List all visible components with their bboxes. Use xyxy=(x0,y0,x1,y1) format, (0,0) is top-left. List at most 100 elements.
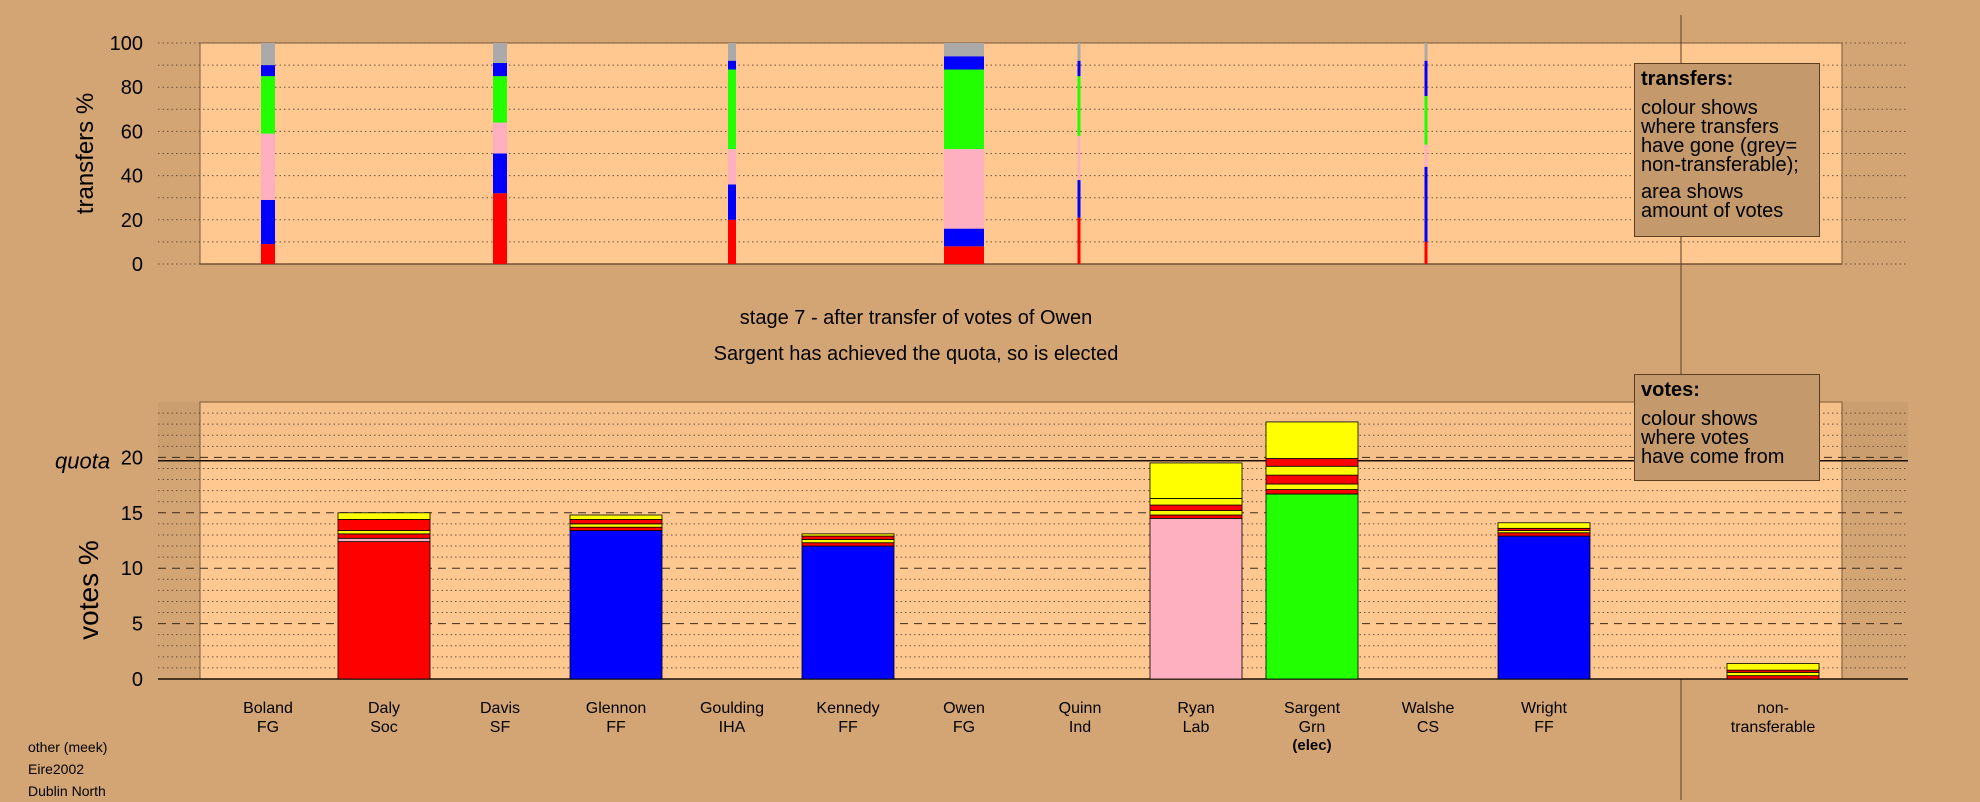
transfer-bar-segment xyxy=(493,193,507,264)
vote-bar-segment xyxy=(337,533,431,539)
footer-line-election: Eire2002 xyxy=(28,761,85,777)
candidate-party-label: transferable xyxy=(1731,719,1816,736)
transfer-bar-segment xyxy=(261,43,275,66)
transfers-legend-heading: transfers: xyxy=(1641,68,1734,90)
candidate-party-label: FF xyxy=(838,719,858,736)
vote-bar-segment xyxy=(1149,497,1243,506)
vote-bar-segment xyxy=(569,526,663,531)
candidate-name-label: Ryan xyxy=(1177,700,1214,717)
transfer-bar-segment xyxy=(493,62,507,77)
transfer-bar-segment xyxy=(944,43,984,57)
vote-bar-segment xyxy=(337,537,431,543)
transfer-bar-segment xyxy=(1424,96,1428,145)
vote-bar-segment xyxy=(801,535,895,540)
vote-bar-segment xyxy=(1149,510,1243,516)
transfer-bar-segment xyxy=(1077,217,1081,264)
vote-bar-segment xyxy=(1726,671,1820,677)
stage-subtitle: Sargent has achieved the quota, so is el… xyxy=(714,343,1119,365)
vote-bar-segment xyxy=(1265,465,1359,476)
transfer-bar-segment xyxy=(1424,241,1428,264)
transfer-bar-segment xyxy=(493,43,507,63)
above-quota-band xyxy=(158,402,1908,461)
transfer-bar-segment xyxy=(728,219,736,264)
transfer-bar-segment xyxy=(261,199,275,245)
candidate-name-label: Boland xyxy=(243,700,293,717)
transfer-bar-segment xyxy=(261,133,275,200)
transfer-bar-segment xyxy=(1077,180,1081,218)
vote-bar-segment xyxy=(569,523,663,528)
transfers-y-axis-label: transfers % xyxy=(72,93,99,214)
candidate-name-label: non- xyxy=(1757,700,1789,717)
candidate-name-label: Davis xyxy=(480,700,520,717)
transfer-bar-segment xyxy=(728,60,736,70)
vote-bar-segment xyxy=(337,530,431,535)
candidate-name-label: Daly xyxy=(368,700,400,717)
votes-chart: quota 0 5 10 15 20 votes % Boland FG Daly Soc Davis… xyxy=(55,401,1908,754)
votes-legend-line: have come from xyxy=(1641,446,1785,468)
vote-bar-segment xyxy=(1265,489,1359,495)
transfer-bar-segment xyxy=(1424,166,1428,242)
votes-y-tick-label: 20 xyxy=(121,447,143,469)
vote-bar-segment xyxy=(1726,675,1820,680)
transfer-bar-segment xyxy=(728,149,736,185)
candidate-name-label: Kennedy xyxy=(816,700,879,717)
votes-legend-line: where votes xyxy=(1641,427,1749,449)
vote-bar-segment xyxy=(1149,462,1243,499)
vote-bar-segment xyxy=(1497,535,1591,680)
transfer-bar-segment xyxy=(493,76,507,123)
transfer-bar-segment xyxy=(261,244,275,264)
vote-bar-segment xyxy=(1149,517,1243,680)
candidate-name-label: Owen xyxy=(943,700,985,717)
candidate-party-label: FG xyxy=(953,719,975,736)
transfers-y-tick-label: 20 xyxy=(121,210,143,232)
transfer-bar-segment xyxy=(493,153,507,194)
candidate-party-label: FG xyxy=(257,719,279,736)
transfer-bar-segment xyxy=(1424,60,1428,97)
candidate-party-label: CS xyxy=(1417,719,1439,736)
transfers-legend: transfers: colour shows where transfers … xyxy=(1634,63,1820,237)
stage-title: stage 7 - after transfer of votes of Owe… xyxy=(740,307,1092,329)
transfer-bar-segment xyxy=(1077,135,1081,181)
transfer-bar-segment xyxy=(728,43,736,61)
transfers-y-tick-label: 80 xyxy=(121,77,143,99)
candidate-party-label: Lab xyxy=(1183,719,1210,736)
transfer-bar-segment xyxy=(728,69,736,150)
vote-bar-segment xyxy=(1265,493,1359,680)
transfers-y-tick-label: 0 xyxy=(132,254,143,276)
vote-bar-segment xyxy=(1149,514,1243,519)
votes-y-tick-label: 5 xyxy=(132,614,143,636)
votes-legend: votes: colour shows where votes have com… xyxy=(1634,374,1820,481)
vote-bar-segment xyxy=(337,541,431,680)
transfer-bar-segment xyxy=(944,228,984,247)
footer-line-method: other (meek) xyxy=(28,739,108,755)
vote-bar-segment xyxy=(337,519,431,531)
transfer-bar-segment xyxy=(1424,43,1428,61)
votes-legend-heading: votes: xyxy=(1641,379,1700,401)
transfers-y-tick-label: 60 xyxy=(121,121,143,143)
footer-info: other (meek) Eire2002 Dublin North xyxy=(28,736,107,802)
vote-bar-segment xyxy=(801,538,895,544)
candidate-party-label: Grn xyxy=(1299,719,1326,736)
transfers-legend-line: non-transferable); xyxy=(1641,154,1799,176)
transfers-legend-line: colour shows xyxy=(1641,97,1758,119)
vote-bar-segment xyxy=(569,530,663,680)
votes-legend-line: colour shows xyxy=(1641,408,1758,430)
vote-bar-segment xyxy=(1726,663,1820,671)
transfer-bar-segment xyxy=(1077,43,1081,61)
transfer-bar-segment xyxy=(1077,60,1081,77)
candidate-name-label: Wright xyxy=(1521,700,1567,717)
vote-bar-segment xyxy=(569,519,663,525)
footer-line-constituency: Dublin North xyxy=(28,783,106,799)
transfers-y-tick-label: 40 xyxy=(121,166,143,188)
vote-bar-segment xyxy=(337,512,431,520)
transfer-bar-segment xyxy=(728,184,736,220)
transfers-legend-line: area shows xyxy=(1641,181,1744,203)
candidate-party-label: SF xyxy=(490,719,511,736)
vote-bar-segment xyxy=(801,533,895,537)
vote-bar-segment xyxy=(1497,522,1591,529)
votes-y-tick-label: 0 xyxy=(132,669,143,691)
candidate-name-label: Goulding xyxy=(700,700,764,717)
transfer-bar-segment xyxy=(261,65,275,77)
candidate-name-label: Glennon xyxy=(586,700,647,717)
